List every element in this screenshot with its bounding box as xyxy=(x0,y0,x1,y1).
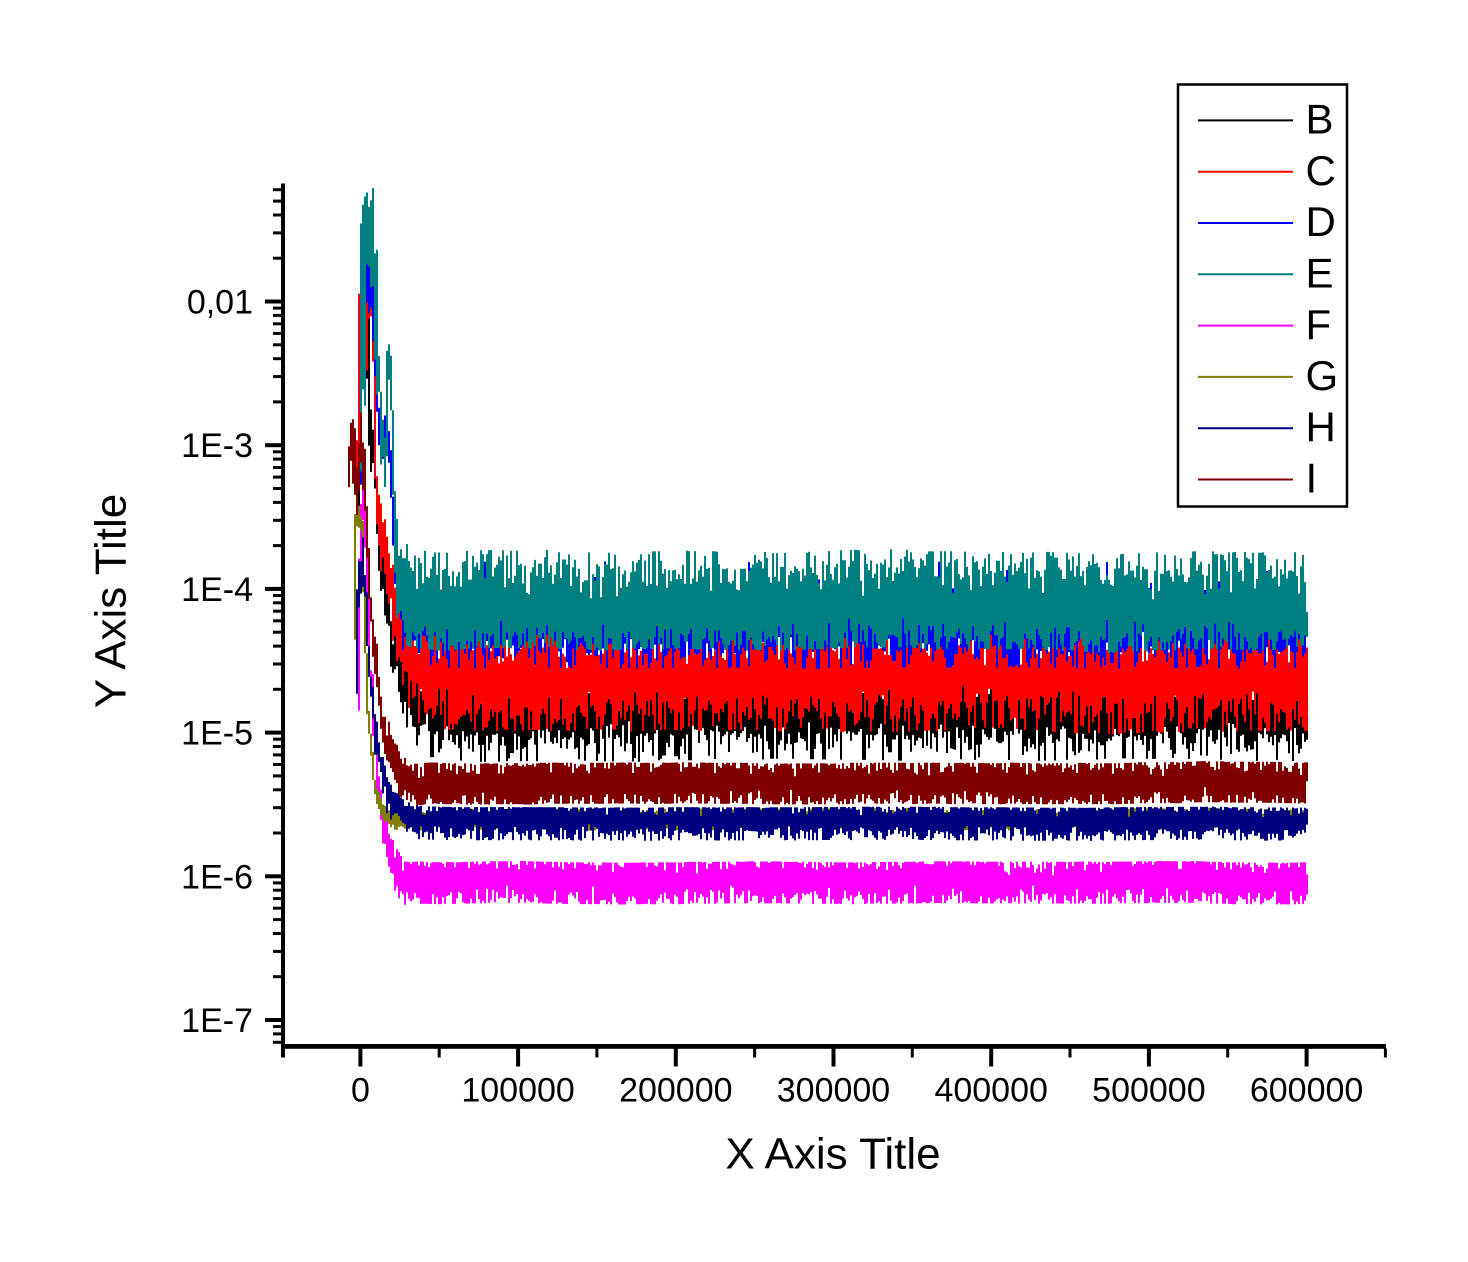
svg-text:300000: 300000 xyxy=(777,1072,890,1110)
svg-text:1E-7: 1E-7 xyxy=(181,1002,253,1040)
svg-text:0: 0 xyxy=(351,1072,370,1110)
svg-text:X Axis Title: X Axis Title xyxy=(725,1130,940,1179)
svg-text:500000: 500000 xyxy=(1092,1072,1205,1110)
svg-text:E: E xyxy=(1306,250,1334,297)
svg-text:F: F xyxy=(1306,301,1332,348)
svg-text:D: D xyxy=(1306,198,1336,245)
svg-text:1E-6: 1E-6 xyxy=(181,858,253,896)
svg-text:200000: 200000 xyxy=(619,1072,732,1110)
svg-text:C: C xyxy=(1306,147,1336,194)
svg-text:0,01: 0,01 xyxy=(187,284,253,322)
svg-text:100000: 100000 xyxy=(461,1072,574,1110)
svg-text:1E-5: 1E-5 xyxy=(181,715,253,753)
svg-text:I: I xyxy=(1306,455,1318,502)
svg-text:600000: 600000 xyxy=(1250,1072,1363,1110)
svg-text:B: B xyxy=(1306,96,1334,143)
svg-text:Y Axis Title: Y Axis Title xyxy=(87,494,136,708)
svg-text:H: H xyxy=(1306,403,1336,450)
svg-text:1E-3: 1E-3 xyxy=(181,427,253,465)
svg-text:1E-4: 1E-4 xyxy=(181,571,253,609)
svg-text:G: G xyxy=(1306,352,1339,399)
svg-text:400000: 400000 xyxy=(934,1072,1047,1110)
